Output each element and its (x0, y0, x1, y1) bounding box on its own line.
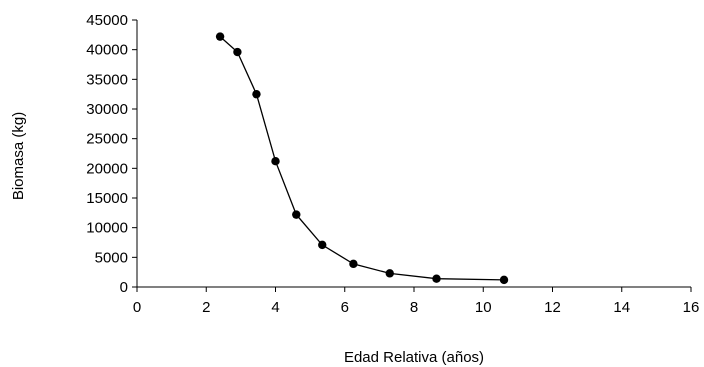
y-tick-label: 40000 (86, 42, 128, 59)
x-tick-label: 10 (475, 299, 492, 316)
data-point (292, 210, 301, 219)
y-tick-label: 5000 (95, 249, 128, 266)
x-tick-label: 0 (133, 299, 141, 316)
data-point (318, 240, 327, 250)
y-tick-label: 15000 (86, 190, 128, 207)
x-tick-label: 6 (341, 299, 349, 316)
data-point (385, 269, 394, 278)
y-tick-label: 0 (120, 279, 128, 296)
y-tick-label: 45000 (86, 12, 128, 29)
x-tick-label: 14 (613, 299, 630, 316)
y-tick-label: 20000 (86, 160, 128, 177)
data-point (349, 259, 358, 269)
x-axis: 0 2 4 6 8 10 12 14 16 (133, 286, 700, 316)
x-tick-label: 8 (410, 299, 418, 316)
y-tick-label: 25000 (86, 131, 128, 148)
series-layer (215, 32, 509, 285)
data-point (432, 274, 441, 283)
x-tick-label: 4 (271, 299, 279, 316)
data-point (252, 89, 261, 99)
y-tick-label: 35000 (86, 71, 128, 88)
x-axis-title: Edad Relativa (años) (344, 349, 484, 366)
y-axis-title: Biomasa (kg) (10, 112, 27, 200)
data-point (271, 157, 280, 166)
data-point (233, 47, 242, 57)
x-tick-label: 16 (683, 299, 700, 316)
y-tick-label: 30000 (86, 101, 128, 118)
data-point (499, 275, 509, 285)
x-tick-label: 12 (544, 299, 561, 316)
data-point (215, 32, 225, 41)
x-tick-label: 2 (202, 299, 210, 316)
series-line (219, 36, 505, 281)
y-tick-label: 10000 (86, 220, 128, 237)
y-axis: 0 5000 10000 15000 20000 25000 30000 35000 40000… (86, 12, 138, 296)
